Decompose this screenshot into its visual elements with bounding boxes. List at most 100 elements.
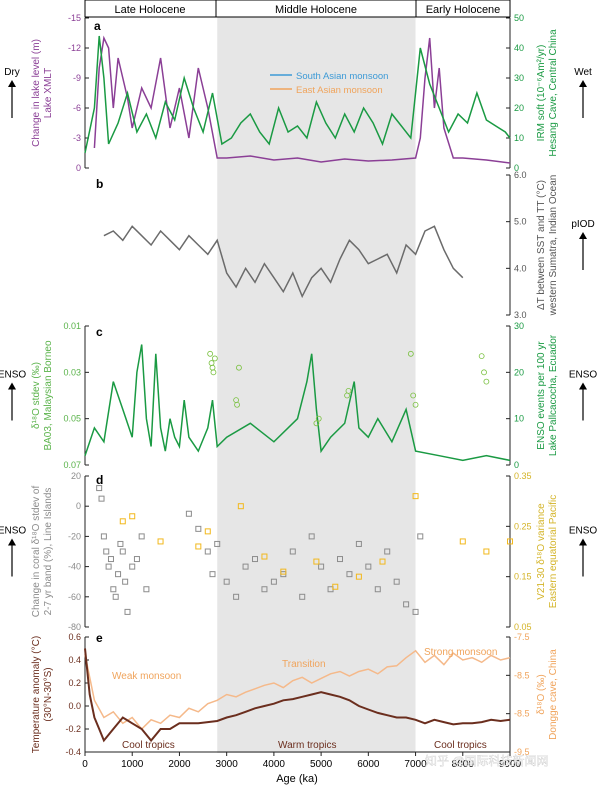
point-d-1 [119, 518, 126, 525]
left-tick-label-d: 20 [71, 471, 81, 481]
point-c-1 [478, 353, 485, 360]
series-line-a-1 [84, 35, 511, 154]
point-d-0 [110, 586, 117, 593]
right-tick-label-c: 20 [514, 367, 524, 377]
x-tick-label: 0 [82, 759, 88, 770]
left-tick-label-e: -0.2 [65, 724, 81, 734]
point-d-0 [223, 578, 230, 585]
left-tick-label-c: 0.03 [63, 367, 81, 377]
point-d-0 [346, 571, 353, 578]
point-d-0 [115, 571, 122, 578]
point-c-1 [208, 360, 215, 366]
left-tick-label-c: 0.01 [63, 321, 81, 331]
left-tick-label-c: 0.05 [63, 414, 81, 424]
side-left-label-d: ENSO [0, 526, 26, 537]
left-axis-label2-e: (30°N-30°S) [43, 667, 54, 721]
left-tick-label-a: -9 [73, 73, 81, 83]
left-tick-label-a: -15 [68, 13, 81, 23]
x-tick-label: 7000 [404, 759, 427, 770]
left-tick-label-d: -40 [68, 562, 81, 572]
point-d-1 [204, 528, 211, 535]
right-tick-label-a: 20 [514, 103, 524, 113]
period-header: Late Holocene Middle Holocene Early Holo… [84, 0, 511, 18]
left-tick-label-d: -20 [68, 531, 81, 541]
point-d-0 [412, 608, 419, 615]
left-tick-label-e: 0.2 [68, 678, 81, 688]
annotation-cool-tropics-2: Cool tropics [434, 740, 487, 751]
point-d-0 [112, 593, 119, 600]
point-d-1 [412, 493, 419, 500]
point-d-1 [129, 513, 136, 520]
left-tick-label-d: 0 [76, 501, 81, 511]
left-tick-label-e: 0.4 [68, 655, 81, 665]
point-d-0 [318, 563, 325, 570]
point-d-0 [122, 578, 129, 585]
point-d-0 [124, 608, 131, 615]
point-d-0 [103, 548, 110, 555]
x-tick-label: 4000 [263, 759, 286, 770]
point-d-0 [289, 548, 296, 555]
legend-label-east-asian: East Asian monsoon [296, 85, 383, 96]
right-tick-label-a: 0 [514, 163, 519, 173]
side-right-label-d: ENSO [569, 526, 598, 537]
side-right-arrowhead-b [579, 232, 587, 239]
point-d-0 [204, 548, 211, 555]
left-tick-label-a: -6 [73, 103, 81, 113]
right-tick-label-b: 5.0 [514, 217, 527, 227]
point-d-0 [299, 593, 306, 600]
series-line-a-0 [93, 35, 511, 164]
point-d-0 [119, 548, 126, 555]
point-c-1 [481, 369, 487, 376]
left-axis-label2-c: BA03, Malaysian Borneo [43, 340, 54, 451]
point-d-0 [117, 540, 124, 547]
left-tick-label-a: 0 [76, 163, 81, 173]
point-d-0 [374, 586, 381, 593]
annotation-warm-tropics: Warm tropics [278, 740, 337, 751]
x-tick-label: 3000 [216, 759, 239, 770]
panel-letter-a: a [94, 19, 101, 33]
right-tick-label-d: 0.25 [514, 521, 532, 531]
period-middle-holocene: Middle Holocene [275, 4, 357, 16]
panel-letter-c: c [96, 325, 103, 339]
right-tick-label-e: -9.5 [514, 747, 530, 757]
point-d-0 [105, 563, 112, 570]
right-tick-label-d: 0.15 [514, 572, 532, 582]
right-axis-label2-d: Eastern equatorial Pacific [548, 495, 559, 608]
point-d-0 [96, 485, 103, 492]
point-c-1 [236, 364, 242, 371]
point-d-0 [214, 540, 221, 547]
point-d-1 [507, 538, 513, 545]
point-d-0 [100, 533, 107, 540]
point-d-0 [403, 601, 410, 608]
point-d-1 [379, 558, 386, 565]
right-axis-label-b: ΔT between SST and TT (°C) [536, 180, 547, 310]
point-c-1 [210, 369, 217, 376]
panel-letter-b: b [96, 177, 103, 191]
right-axis-label2-e: Dongge cave, China [548, 649, 559, 740]
point-d-0 [98, 495, 105, 502]
point-c-1 [410, 392, 417, 399]
right-axis-label-e: δ¹⁸O (‰) [536, 674, 547, 714]
right-tick-label-b: 3.0 [514, 310, 527, 320]
legend-label-south-asian: South Asian monsoon [296, 71, 388, 82]
side-right-arrowhead-d [579, 538, 587, 546]
right-tick-label-a: 50 [514, 13, 524, 23]
point-d-1 [261, 553, 268, 560]
point-d-0 [143, 586, 150, 593]
x-tick-label: 9000 [499, 759, 522, 770]
point-d-1 [459, 538, 466, 545]
point-d-0 [393, 578, 400, 585]
left-tick-label-c: 0.07 [63, 460, 81, 470]
side-left-arrowhead-d [8, 538, 16, 546]
point-d-0 [242, 563, 249, 570]
left-tick-label-a: -3 [73, 133, 81, 143]
point-c-1 [315, 415, 322, 422]
left-tick-label-d: -60 [68, 592, 81, 602]
point-c-1 [313, 420, 320, 427]
side-left-label-c: ENSO [0, 370, 26, 381]
point-c-1 [209, 364, 216, 371]
point-c-1 [345, 387, 352, 394]
middle-holocene-shading [217, 17, 416, 753]
left-tick-label-e: -0.4 [65, 747, 81, 757]
